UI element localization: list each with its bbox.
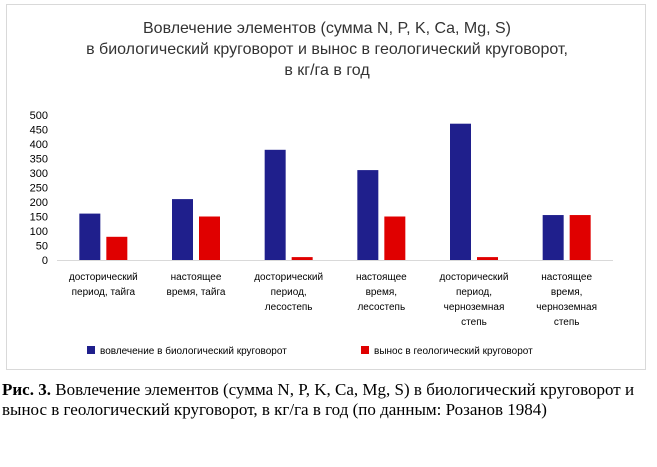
y-tick-label: 250 — [30, 183, 48, 195]
caption-label: Рис. 3. — [2, 380, 51, 399]
chart-title-line: в биологический круговорот и вынос в гео… — [86, 41, 568, 58]
x-category-label: лесостепь — [265, 302, 313, 313]
chart-title-line: в кг/га в год — [284, 62, 370, 79]
y-tick-label: 100 — [30, 226, 48, 238]
x-category-label: лесостепь — [357, 302, 405, 313]
y-axis: 0 50 100 150 200 250 300 350 400 450 500 — [30, 110, 613, 267]
y-tick-label: 500 — [30, 110, 48, 122]
x-category-label: степь — [554, 317, 580, 328]
bar-removal — [569, 215, 591, 260]
caption-text: Вовлечение элементов (сумма N, P, K, Ca,… — [2, 380, 635, 419]
x-category-label: степь — [461, 317, 487, 328]
x-category-label: настоящее — [356, 272, 407, 283]
legend-swatch — [361, 346, 369, 354]
bars — [79, 123, 591, 260]
y-tick-label: 150 — [30, 212, 48, 224]
y-tick-label: 450 — [30, 125, 48, 137]
bar-involvement — [542, 215, 564, 260]
chart-frame: Вовлечение элементов (сумма N, P, K, Ca,… — [6, 4, 646, 370]
chart-title: Вовлечение элементов (сумма N, P, K, Ca,… — [86, 20, 568, 79]
x-category-label: досторический — [254, 272, 323, 283]
x-category-label: время, тайга — [167, 287, 226, 298]
x-category-label: досторический — [440, 272, 509, 283]
bar-involvement — [79, 213, 101, 260]
bar-involvement — [450, 123, 471, 260]
x-category-label: черноземная — [536, 302, 597, 313]
y-tick-label: 50 — [36, 241, 48, 253]
y-tick-label: 350 — [30, 154, 48, 166]
bar-removal — [106, 236, 128, 260]
bar-involvement — [172, 199, 193, 260]
x-category-label: время, — [366, 287, 398, 298]
legend: вовлечение в биологический круговорот вын… — [87, 345, 533, 357]
bar-removal — [291, 257, 313, 260]
y-tick-label: 200 — [30, 197, 48, 209]
x-category-label: настоящее — [171, 272, 222, 283]
x-category-label: досторический — [69, 272, 138, 283]
bar-involvement — [264, 149, 286, 260]
legend-label: вовлечение в биологический круговорот — [100, 345, 287, 357]
y-tick-label: 0 — [42, 255, 48, 267]
bar-removal — [477, 257, 498, 260]
x-category-label: период, тайга — [72, 287, 136, 298]
legend-label: вынос в геологический круговорот — [374, 346, 533, 357]
x-category-label: черноземная — [444, 302, 505, 313]
bar-removal — [384, 216, 406, 260]
chart-title-line: Вовлечение элементов (сумма N, P, K, Ca,… — [143, 20, 511, 37]
x-category-label: время, — [551, 287, 583, 298]
x-axis-labels: досторический период, тайга настоящее время… — [69, 272, 597, 328]
bar-removal — [199, 216, 220, 260]
y-tick-label: 400 — [30, 139, 48, 151]
x-category-label: настоящее — [541, 272, 592, 283]
bar-involvement — [357, 170, 379, 260]
legend-swatch — [87, 346, 95, 354]
y-tick-label: 300 — [30, 168, 48, 180]
x-category-label: период, — [456, 287, 492, 298]
x-category-label: период, — [271, 287, 307, 298]
bar-chart: Вовлечение элементов (сумма N, P, K, Ca,… — [30, 20, 613, 357]
figure-caption: Рис. 3. Вовлечение элементов (сумма N, P… — [2, 380, 652, 420]
